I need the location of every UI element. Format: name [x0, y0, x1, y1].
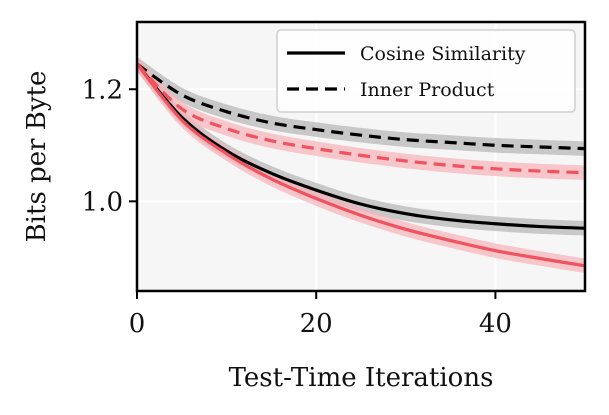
legend: Cosine Similarity Inner Product: [276, 29, 576, 113]
y-tick-label-0: 1.0: [82, 187, 123, 217]
line-series-2: [136, 62, 586, 151]
line-series-0: [135, 62, 586, 230]
legend-box: [276, 29, 576, 113]
x-tick-label-1: 20: [300, 309, 333, 339]
y-tick-label-1: 1.2: [82, 75, 123, 105]
legend-label-cosine-similarity: Cosine Similarity: [360, 43, 526, 65]
line-series-3: [135, 62, 586, 175]
x-tick-label-0: 0: [129, 309, 146, 339]
series-lines: [135, 62, 586, 268]
x-axis-label: Test-Time Iterations: [229, 363, 494, 393]
legend-label-inner-product: Inner Product: [360, 79, 495, 101]
band-series-0: [137, 56, 585, 236]
x-tick-label-2: 40: [479, 309, 512, 339]
plot-frame: [135, 20, 587, 293]
axis-ticks: 0 20 40 1.0 1.2: [82, 75, 512, 339]
y-axis-label: Bits per Byte: [22, 71, 52, 243]
line-series-1: [135, 63, 586, 268]
band-series-1: [137, 56, 585, 274]
